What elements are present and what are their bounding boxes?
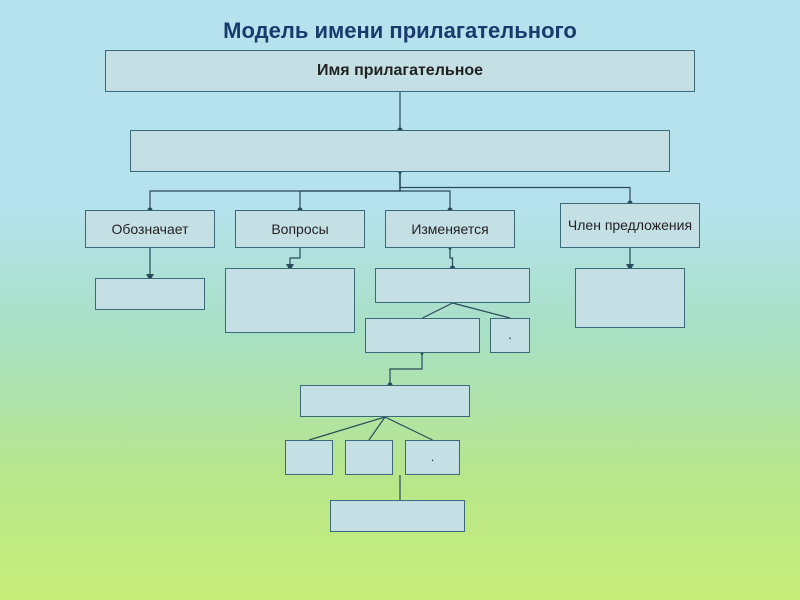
node-n_oboz_b [95, 278, 205, 310]
node-n_s2 [345, 440, 393, 475]
node-n_oboz: Обозначает [85, 210, 215, 248]
node-n_vopr: Вопросы [235, 210, 365, 248]
diagram-title: Модель имени прилагательного [0, 18, 800, 44]
node-n_s1 [285, 440, 333, 475]
node-n_izm_c2: . [490, 318, 530, 353]
node-n_root: Имя прилагательное [105, 50, 695, 92]
node-n_izm_c1 [365, 318, 480, 353]
node-n_chlen: Член предложения [560, 203, 700, 248]
node-n_izm_b [375, 268, 530, 303]
node-n_bottom [330, 500, 465, 532]
node-n_mid [300, 385, 470, 417]
node-n_blank1 [130, 130, 670, 172]
node-n_izm: Изменяется [385, 210, 515, 248]
node-n_vopr_b [225, 268, 355, 333]
node-n_s3: . [405, 440, 460, 475]
node-n_chlen_b [575, 268, 685, 328]
